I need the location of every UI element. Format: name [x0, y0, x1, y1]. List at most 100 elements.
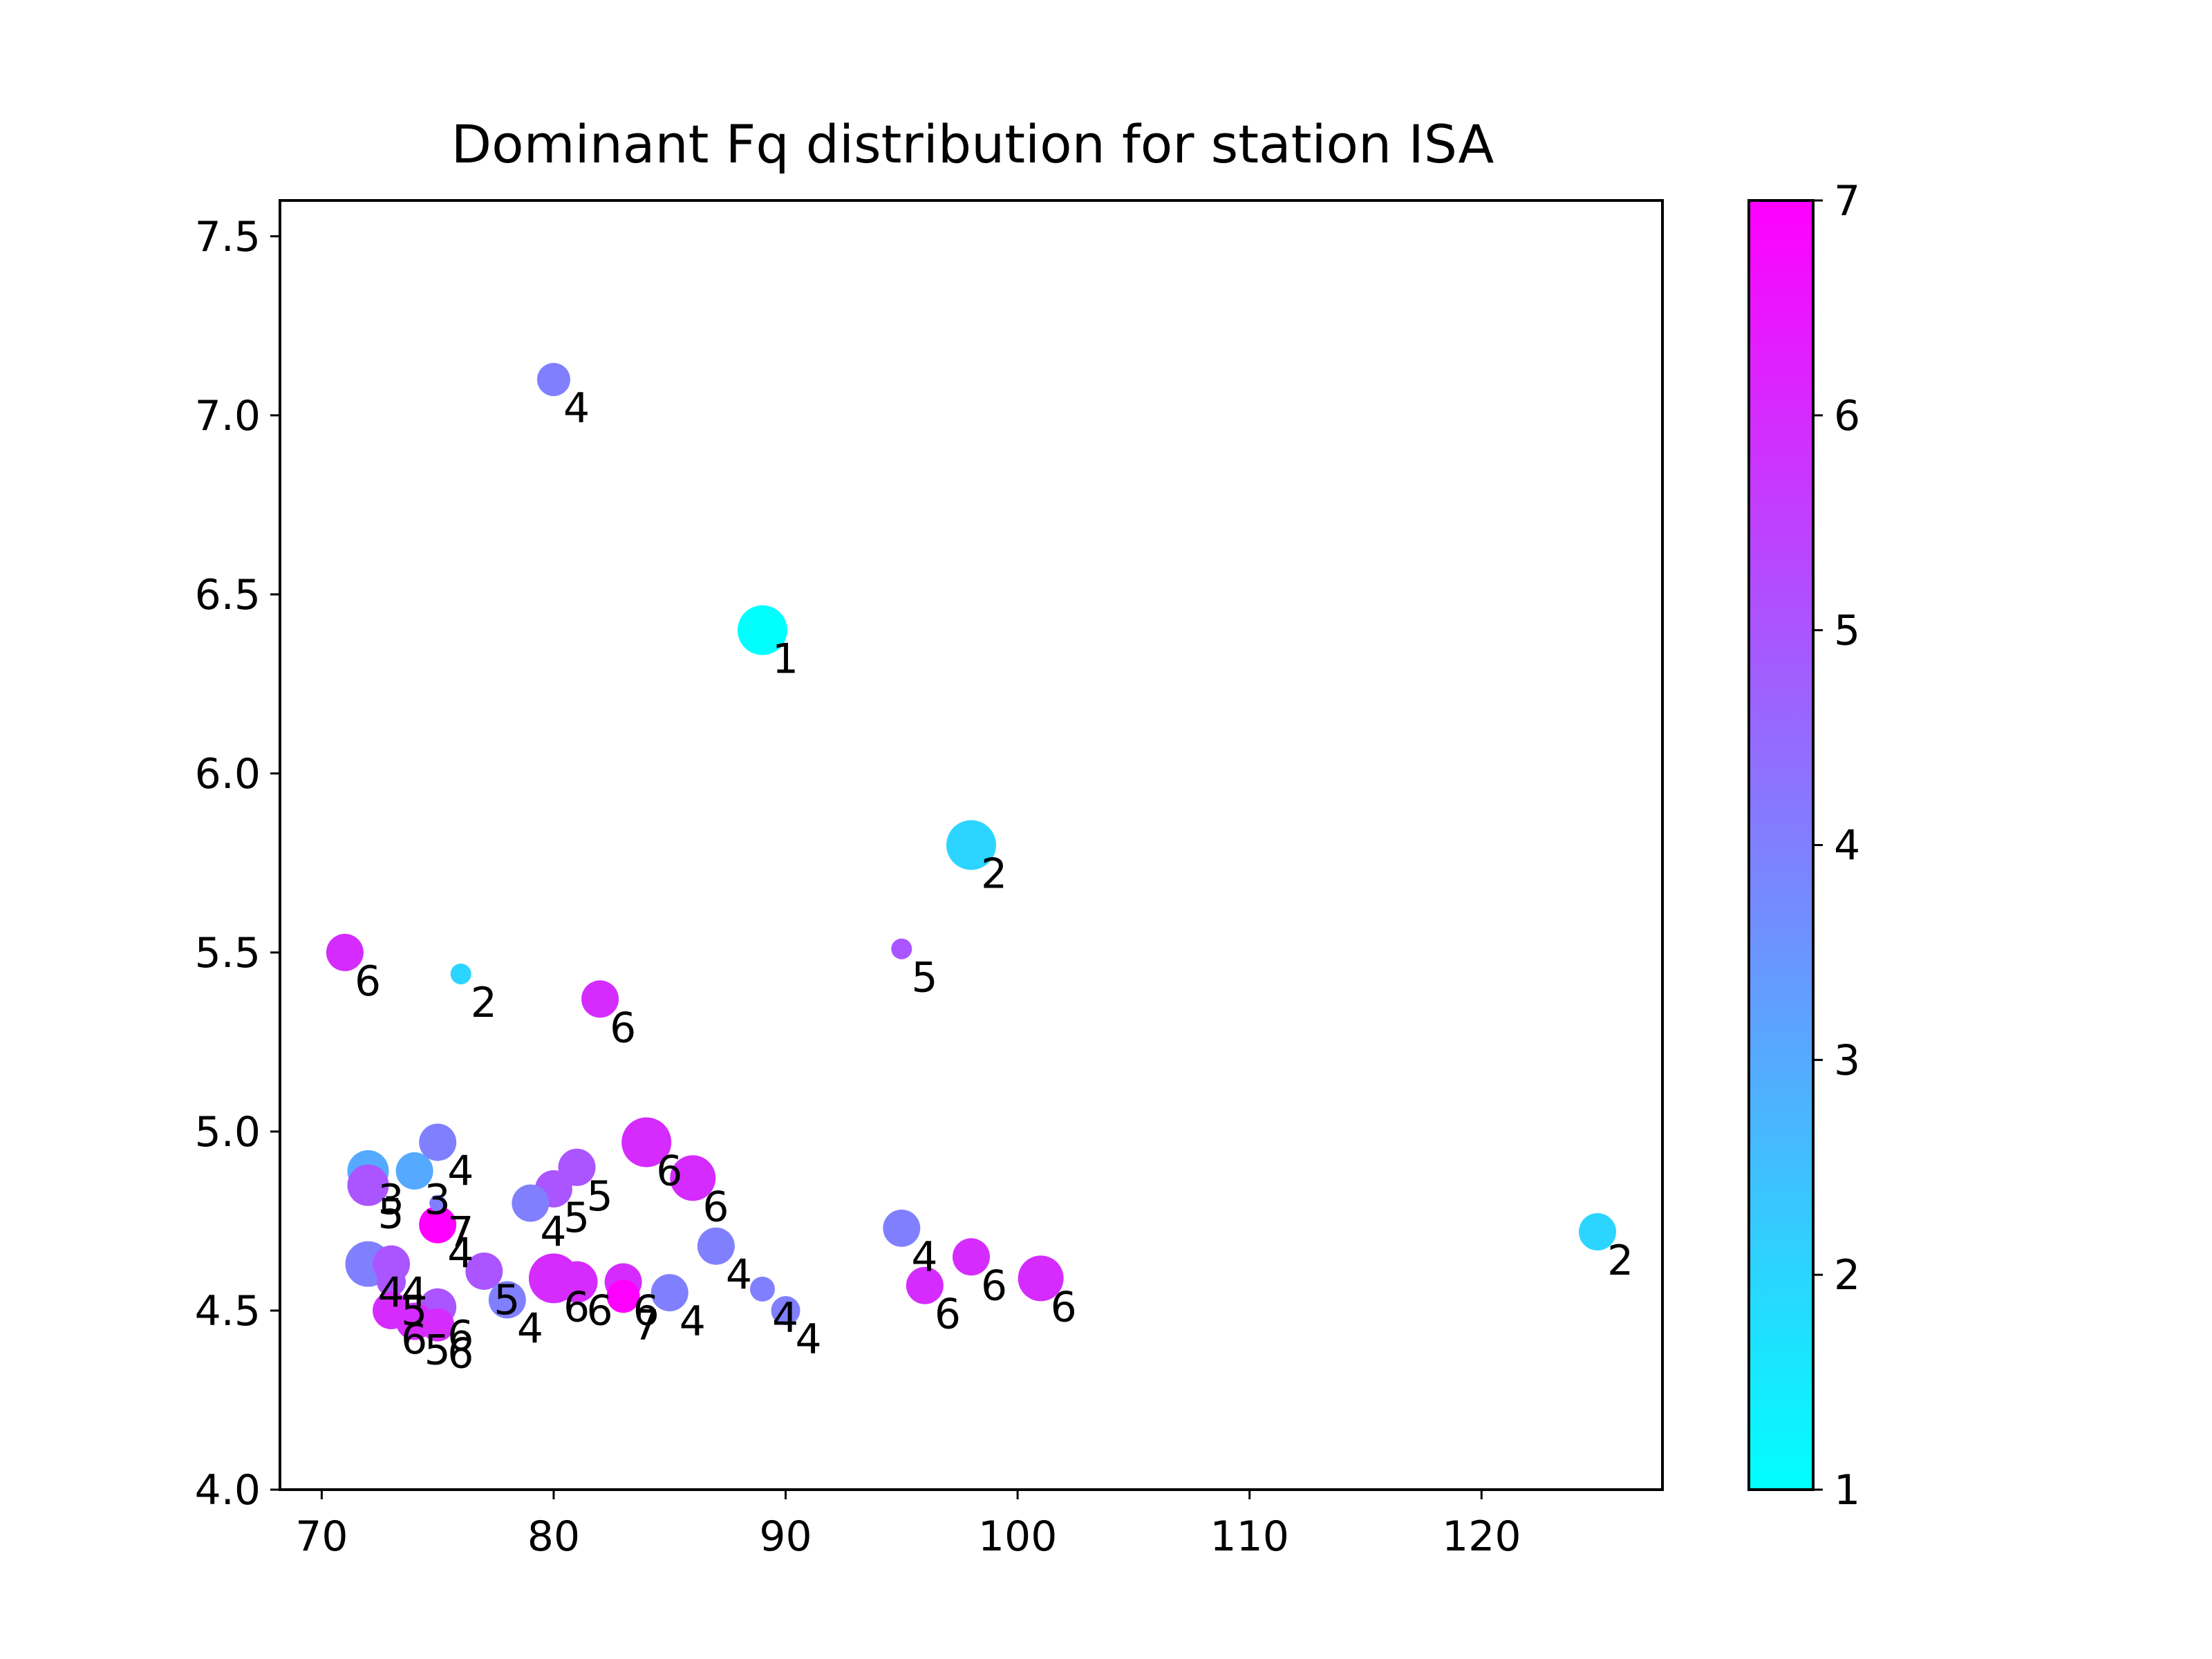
data-point [891, 938, 912, 959]
data-point [421, 1308, 455, 1342]
point-label: 5 [378, 1190, 404, 1239]
point-label: 2 [471, 979, 497, 1027]
point-label: 4 [517, 1304, 543, 1353]
point-label: 6 [563, 1283, 590, 1331]
x-tick-label: 110 [1210, 1512, 1289, 1561]
colorbar-tick-label: 4 [1834, 822, 1860, 870]
data-point [536, 363, 570, 397]
point-label: 6 [447, 1330, 474, 1378]
data-point [395, 1152, 433, 1190]
point-label: 4 [726, 1251, 752, 1300]
point-label: 5 [424, 1327, 451, 1375]
colorbar-tick-label: 6 [1834, 392, 1860, 440]
data-point [621, 1117, 672, 1168]
data-point [581, 980, 619, 1018]
point-label: 2 [1607, 1237, 1633, 1285]
colorbar [1747, 199, 1815, 1491]
data-point [419, 1206, 457, 1244]
y-tick-label: 6.5 [195, 571, 261, 619]
colorbar-tick-label: 7 [1834, 177, 1860, 225]
point-label: 4 [563, 384, 590, 433]
colorbar-tick-label: 5 [1834, 607, 1860, 655]
point-label: 4 [447, 1230, 474, 1278]
data-point [326, 933, 364, 971]
data-point [488, 1281, 526, 1319]
data-point [749, 1276, 775, 1302]
point-label: 3 [424, 1176, 451, 1224]
point-label: 6 [447, 1312, 474, 1360]
point-label: 4 [540, 1208, 566, 1257]
point-label: 7 [447, 1208, 474, 1257]
point-label: 6 [702, 1183, 729, 1231]
data-point [946, 820, 996, 870]
data-point [556, 1261, 598, 1303]
x-tick-label: 120 [1442, 1512, 1521, 1561]
data-point [771, 1295, 800, 1325]
y-tick-label: 4.5 [195, 1287, 261, 1335]
point-label: 7 [633, 1301, 659, 1349]
data-point [906, 1266, 944, 1304]
point-label: 2 [981, 850, 1007, 899]
point-label: 6 [981, 1262, 1007, 1310]
point-label: 6 [656, 1147, 682, 1195]
y-tick-label: 7.5 [195, 213, 261, 261]
point-label: 5 [401, 1287, 427, 1335]
x-axis: 70 80 90 100 110 120 [295, 1490, 1521, 1561]
data-point [419, 1123, 457, 1161]
data-point [670, 1155, 716, 1201]
data-point [465, 1252, 503, 1290]
point-label: 6 [633, 1287, 659, 1335]
data-point [512, 1184, 550, 1222]
colorbar-tick-label: 2 [1834, 1251, 1860, 1300]
colorbar-tick-label: 3 [1834, 1036, 1860, 1085]
data-point [650, 1274, 688, 1312]
x-tick-label: 70 [295, 1512, 348, 1561]
plot-frame [279, 199, 1664, 1491]
y-tick-label: 6.0 [195, 750, 261, 798]
x-tick-label: 100 [978, 1512, 1058, 1561]
data-point [1579, 1213, 1617, 1250]
point-label: 4 [772, 1294, 798, 1342]
data-point [697, 1227, 735, 1265]
colorbar-tick-label: 1 [1834, 1466, 1860, 1515]
data-point [953, 1238, 990, 1276]
point-label: 4 [447, 1147, 474, 1195]
x-tick-label: 90 [759, 1512, 812, 1561]
point-label: 4 [401, 1269, 427, 1318]
colorbar-axis: 1 2 3 4 5 6 7 [1813, 177, 1860, 1515]
point-label: 4 [911, 1233, 937, 1282]
x-tick-label: 80 [527, 1512, 580, 1561]
y-tick-label: 5.0 [195, 1108, 261, 1156]
point-label: 6 [1051, 1283, 1077, 1331]
point-label: 6 [587, 1287, 613, 1335]
data-point [606, 1280, 640, 1313]
point-label: 5 [911, 954, 937, 1002]
y-axis: 4.0 4.5 5.0 5.5 6.0 6.5 7.0 7.5 [195, 213, 280, 1515]
data-point [450, 964, 471, 984]
point-label: 6 [355, 957, 381, 1006]
y-tick-label: 7.0 [195, 392, 261, 440]
point-label: 4 [378, 1269, 404, 1318]
point-label: 5 [563, 1194, 590, 1242]
data-point [883, 1209, 921, 1247]
data-point [347, 1164, 389, 1206]
point-label: 6 [401, 1315, 427, 1364]
y-tick-label: 5.5 [195, 929, 261, 977]
point-label: 4 [796, 1315, 822, 1364]
point-label: 6 [935, 1291, 961, 1339]
point-label: 1 [772, 635, 798, 684]
data-point [377, 1267, 406, 1297]
point-label: 5 [494, 1276, 520, 1324]
data-point [429, 1194, 447, 1212]
point-label: 6 [610, 1004, 636, 1052]
data-point [1018, 1255, 1064, 1302]
chart-title: Dominant Fq distribution for station ISA [451, 113, 1494, 175]
point-label: 3 [378, 1176, 404, 1224]
point-label: 4 [679, 1297, 706, 1346]
y-tick-label: 4.0 [195, 1466, 261, 1515]
points-layer [326, 363, 1617, 1342]
point-label: 5 [587, 1172, 613, 1221]
data-point [737, 605, 787, 655]
